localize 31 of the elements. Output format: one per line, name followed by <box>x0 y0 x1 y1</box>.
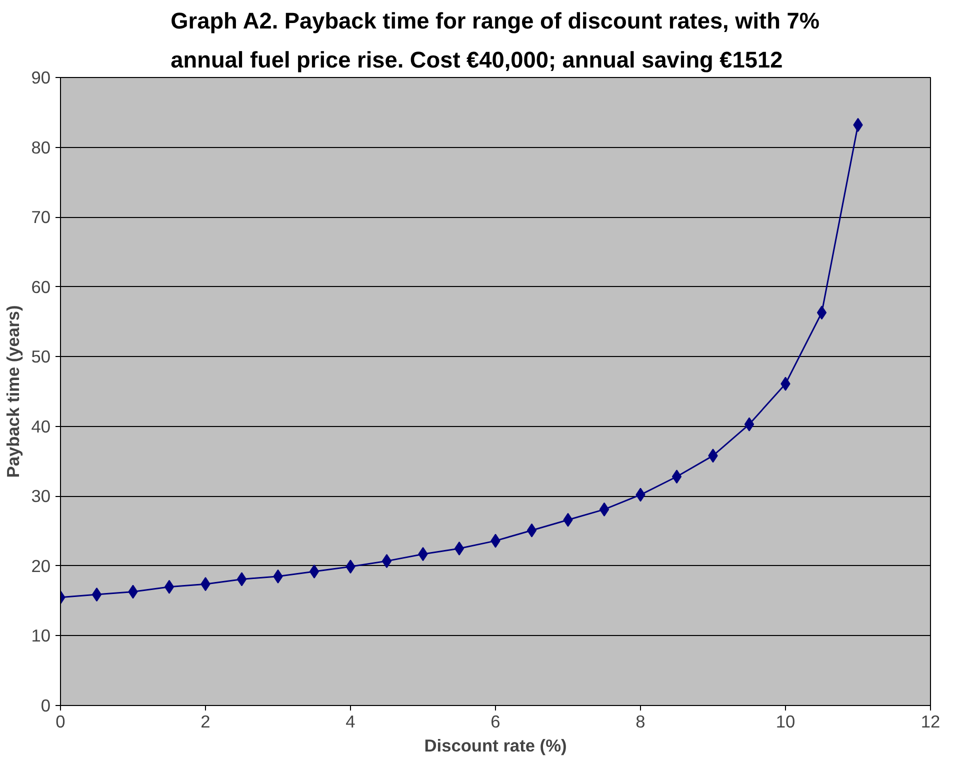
point <box>599 502 610 516</box>
x-tick-label: 0 <box>56 712 66 732</box>
y-tick-label: 80 <box>31 137 51 158</box>
point <box>92 588 102 602</box>
x-tick-label: 2 <box>200 712 210 732</box>
y-tick-label: 90 <box>31 68 51 88</box>
x-tick-label: 12 <box>920 712 940 732</box>
point <box>454 542 464 556</box>
point <box>382 554 392 568</box>
point <box>672 470 682 484</box>
chart-title: Graph A2. Payback time for range of discount rates, with 7% annual fuel price rise. Cost €40,000; annual saving €1512 <box>170 8 820 72</box>
x-axis-title: Discount rate (%) <box>424 736 567 756</box>
y-tick-label: 0 <box>40 696 51 716</box>
y-axis-title: Payback time (years) <box>3 305 24 478</box>
x-tick-label: 8 <box>636 712 646 732</box>
point <box>236 572 247 586</box>
y-tick-label: 60 <box>31 276 51 297</box>
y-tick-label: 20 <box>31 556 51 576</box>
point <box>744 417 754 432</box>
x-tick-label: 10 <box>776 712 796 732</box>
x-tick-label: 4 <box>346 712 356 732</box>
y-tick-label: 10 <box>31 626 51 646</box>
x-tick-label: 6 <box>490 712 500 732</box>
point <box>816 306 827 320</box>
y-tick-label: 50 <box>31 346 51 367</box>
y-tick-label: 70 <box>31 207 51 228</box>
y-tick-label: 30 <box>31 486 51 506</box>
point <box>164 580 174 594</box>
point <box>309 564 320 579</box>
y-tick-label: 40 <box>31 416 51 436</box>
point <box>526 523 537 538</box>
